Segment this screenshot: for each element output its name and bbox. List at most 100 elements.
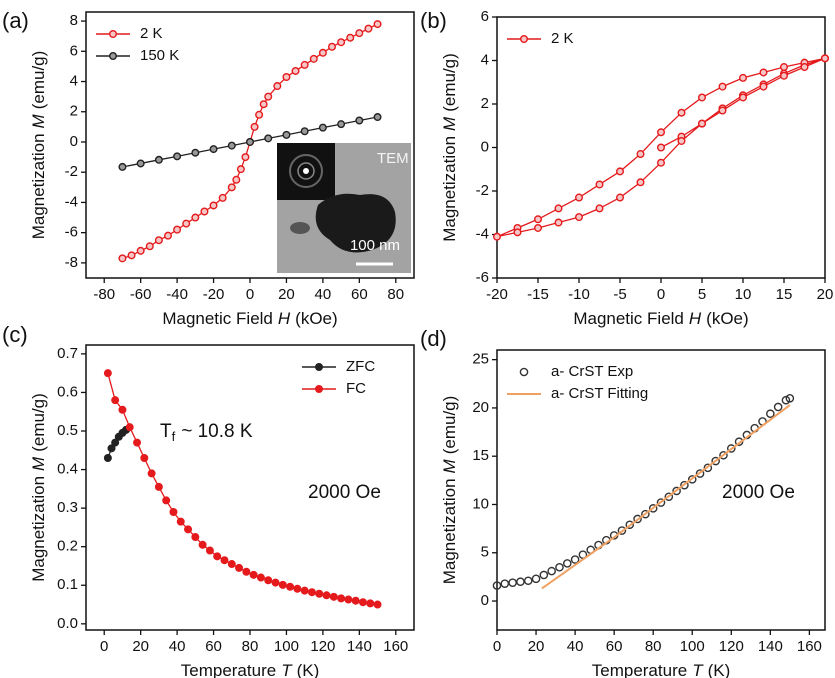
marker [265,135,272,142]
marker [156,237,163,244]
y-axis-label: MagnetizationM(emu/g) [29,51,48,240]
annotation: T [160,421,172,442]
x-tick-label: 80 [242,638,259,655]
x-tick-label: 60 [351,286,368,303]
x-tick-label: -80 [93,286,115,303]
marker [532,575,539,582]
x-tick-label: 40 [169,638,186,655]
marker [105,455,112,462]
marker [374,21,381,28]
marker [740,94,747,101]
marker [345,596,352,603]
marker [501,580,508,587]
scale-label: 100 nm [350,237,400,254]
marker [637,151,644,158]
x-tick-label: 60 [205,638,222,655]
marker [283,132,290,139]
marker [356,30,363,37]
marker [128,252,135,259]
marker [678,109,685,116]
x-tick-label: -60 [130,286,152,303]
marker [221,557,228,564]
y-tick-label: 2 [70,103,78,120]
marker [110,53,117,60]
annotation: Tf~ 10.8 K [160,421,253,444]
marker [141,455,148,462]
marker [238,166,245,173]
axis-label-part: M [29,456,48,471]
y-tick-label: -2 [476,182,489,199]
marker [119,406,126,413]
axis-label-part: (kOe) [295,309,338,328]
marker [247,139,254,146]
marker [555,219,562,226]
marker [360,599,367,606]
axis-label-part: M [440,116,459,131]
marker [137,247,144,254]
marker [658,159,665,166]
marker [192,534,199,541]
y-tick-label: 6 [70,42,78,59]
axis-label-part: H [278,309,291,328]
marker [596,181,603,188]
marker [251,124,258,131]
panel-label: (a) [2,8,29,33]
marker [316,386,323,393]
axis-label-part: Temperature [592,661,687,678]
y-tick-label: 0 [70,133,78,150]
annotation: 2000 Oe [722,482,795,503]
marker [367,600,374,607]
marker [374,114,381,121]
marker [170,509,177,516]
marker [338,595,345,602]
marker [316,590,323,597]
x-tick-label: 100 [680,638,705,655]
y-tick-label: 0.1 [57,576,78,593]
axis-label-part: Magnetization [440,478,459,584]
y-tick-label: 0.3 [57,499,78,516]
marker [514,229,521,236]
axis-label-part: Magnetization [440,136,459,242]
axis-label-part: (kOe) [706,309,749,328]
axis-label-part: Magnetization [29,476,48,582]
y-tick-label: -6 [65,224,78,241]
marker [658,144,665,151]
marker [292,68,299,75]
x-tick-label: 80 [645,638,662,655]
marker [517,578,524,585]
marker [556,564,563,571]
marker [112,397,119,404]
series-group [494,55,829,240]
marker [192,214,199,221]
marker [301,62,308,69]
marker [233,176,240,183]
tem-inset: TEM 100 nm [277,143,411,273]
marker [316,364,323,371]
y-tick-label: 2 [481,95,489,112]
x-tick-label: 20 [278,286,295,303]
marker [564,560,571,567]
marker [338,39,345,46]
particle [290,222,310,234]
x-tick-label: 160 [383,638,408,655]
legend-label: a- CrST Fitting [551,385,648,402]
marker [548,568,555,575]
y-tick-label: 25 [472,351,489,368]
x-tick-label: 80 [387,286,404,303]
x-tick-label: 20 [528,638,545,655]
y-axis-label: MagnetizationM(emu/g) [440,53,459,242]
marker [210,202,217,209]
marker [509,579,516,586]
x-tick-label: 5 [698,286,706,303]
marker [520,368,527,375]
y-tick-label: 0 [481,592,489,609]
x-tick-label: 120 [719,638,744,655]
marker [781,64,788,71]
y-axis-label: MagnetizationM(emu/g) [440,396,459,585]
y-tick-label: 0.7 [57,345,78,362]
marker [329,43,336,50]
marker [719,107,726,114]
marker [301,128,308,135]
